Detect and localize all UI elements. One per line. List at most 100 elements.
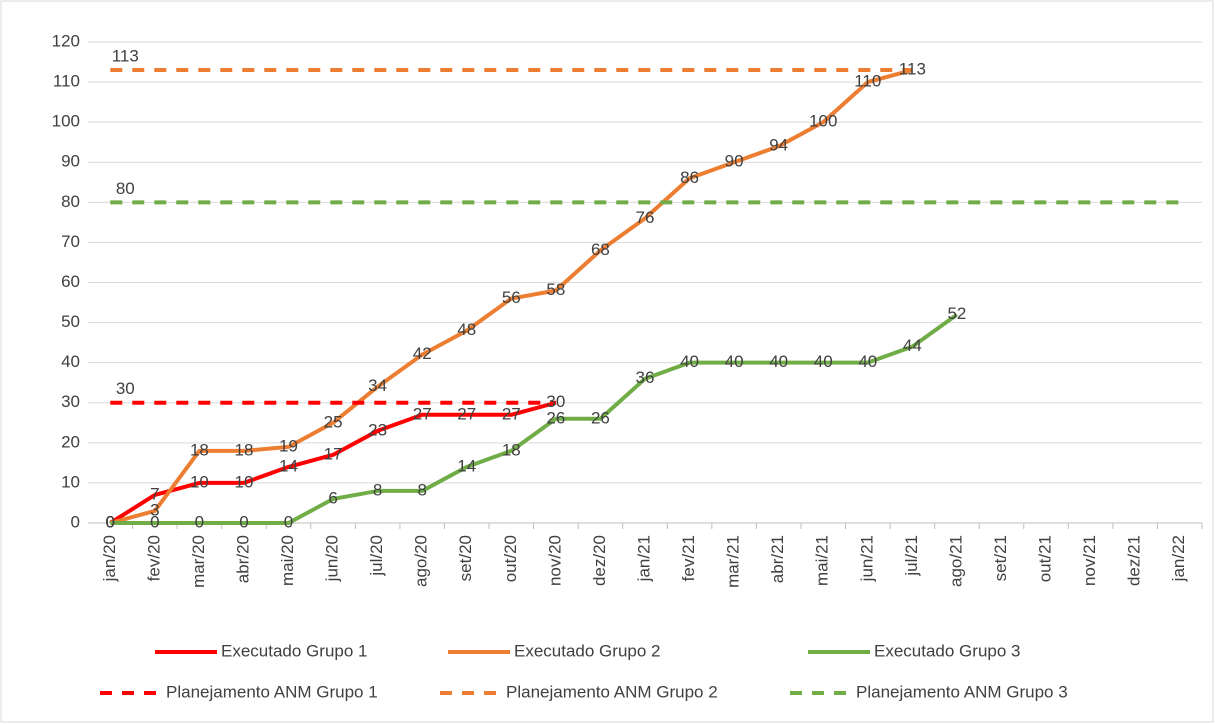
x-tick-label: ago/20 <box>412 535 431 587</box>
data-label: 26 <box>546 408 565 427</box>
x-tick-label: set/20 <box>456 535 475 581</box>
data-label: 42 <box>413 344 432 363</box>
data-label: 58 <box>546 280 565 299</box>
y-tick-label: 80 <box>61 192 80 211</box>
series-line <box>110 312 959 525</box>
x-tick-label: jul/21 <box>902 535 921 577</box>
y-tick-label: 120 <box>52 31 80 50</box>
data-label: 56 <box>502 288 521 307</box>
data-label: 48 <box>457 320 476 339</box>
data-label: 0 <box>284 512 293 531</box>
data-label: 94 <box>769 136 788 155</box>
x-tick-label: mar/20 <box>189 535 208 588</box>
data-label: 113 <box>899 60 926 79</box>
data-label: 68 <box>591 240 610 259</box>
x-tick-label: out/21 <box>1036 535 1055 582</box>
y-tick-label: 50 <box>61 312 80 331</box>
legend-label: Planejamento ANM Grupo 2 <box>506 682 718 701</box>
data-label: 0 <box>106 512 115 531</box>
data-label: 30 <box>546 392 565 411</box>
series-line <box>109 400 557 525</box>
y-tick-label: 20 <box>61 432 80 451</box>
data-label: 27 <box>457 404 476 423</box>
x-tick-label: jun/20 <box>323 535 342 582</box>
data-label: 7 <box>150 484 159 503</box>
x-tick-label: jun/21 <box>857 535 876 582</box>
x-tick-label: abr/21 <box>768 535 787 583</box>
data-label: 14 <box>457 456 476 475</box>
x-tick-label: jan/22 <box>1169 535 1188 582</box>
y-tick-label: 30 <box>61 392 80 411</box>
x-tick-label: dez/21 <box>1125 535 1144 586</box>
x-tick-label: nov/20 <box>545 535 564 586</box>
data-label: 44 <box>903 336 922 355</box>
data-label: 10 <box>234 472 253 491</box>
data-label: 80 <box>116 179 135 198</box>
data-label: 0 <box>150 512 159 531</box>
data-label: 30 <box>116 379 135 398</box>
legend-label: Planejamento ANM Grupo 3 <box>856 682 1068 701</box>
y-tick-label: 60 <box>61 272 80 291</box>
data-label: 76 <box>636 208 655 227</box>
data-label: 18 <box>502 440 521 459</box>
data-label: 100 <box>809 112 837 131</box>
data-label: 27 <box>413 404 432 423</box>
data-label: 90 <box>725 152 744 171</box>
x-tick-label: mar/21 <box>724 535 743 588</box>
data-label: 18 <box>234 440 253 459</box>
legend-label: Planejamento ANM Grupo 1 <box>166 682 378 701</box>
data-label: 0 <box>106 512 115 531</box>
x-tick-label: fev/21 <box>679 535 698 581</box>
data-label: 40 <box>769 352 788 371</box>
data-label: 52 <box>947 304 966 323</box>
x-tick-label: set/21 <box>991 535 1010 581</box>
data-label: 27 <box>502 404 521 423</box>
x-tick-label: abr/20 <box>233 535 252 583</box>
y-tick-label: 70 <box>61 232 80 251</box>
data-label: 18 <box>190 440 209 459</box>
legend-label: Executado Grupo 3 <box>874 641 1020 660</box>
data-label: 40 <box>680 352 699 371</box>
data-label: 40 <box>725 352 744 371</box>
x-tick-label: out/20 <box>501 535 520 582</box>
data-label: 26 <box>591 408 610 427</box>
y-tick-label: 90 <box>61 152 80 171</box>
data-label: 110 <box>854 72 881 91</box>
series-line <box>109 68 913 525</box>
y-tick-label: 0 <box>71 512 80 531</box>
data-label: 113 <box>112 47 139 66</box>
x-tick-label: mai/21 <box>813 535 832 586</box>
data-label: 8 <box>373 480 382 499</box>
data-label: 14 <box>279 456 298 475</box>
x-tick-label: jul/20 <box>367 535 386 577</box>
data-label: 17 <box>324 444 343 463</box>
data-label: 10 <box>190 472 209 491</box>
y-tick-label: 10 <box>61 472 80 491</box>
data-label: 8 <box>417 480 426 499</box>
data-label: 86 <box>680 168 699 187</box>
data-label: 40 <box>858 352 877 371</box>
data-label: 34 <box>368 376 387 395</box>
data-label: 3 <box>150 500 159 519</box>
y-tick-label: 110 <box>53 72 80 91</box>
data-label: 36 <box>636 368 655 387</box>
y-tick-label: 40 <box>61 352 80 371</box>
data-label: 19 <box>279 436 298 455</box>
x-tick-label: dez/20 <box>590 535 609 586</box>
legend-label: Executado Grupo 2 <box>514 641 660 660</box>
data-label: 0 <box>239 512 248 531</box>
data-label: 40 <box>814 352 833 371</box>
x-tick-label: jan/20 <box>100 535 119 582</box>
x-tick-label: jan/21 <box>634 535 653 582</box>
x-tick-label: fev/20 <box>144 535 163 581</box>
x-tick-label: mai/20 <box>278 535 297 586</box>
data-label: 25 <box>324 412 343 431</box>
data-label: 0 <box>106 512 115 531</box>
data-label: 23 <box>368 420 387 439</box>
x-tick-label: ago/21 <box>946 535 965 587</box>
data-label: 6 <box>328 488 337 507</box>
legend-label: Executado Grupo 1 <box>221 641 367 660</box>
y-tick-label: 100 <box>52 112 80 131</box>
